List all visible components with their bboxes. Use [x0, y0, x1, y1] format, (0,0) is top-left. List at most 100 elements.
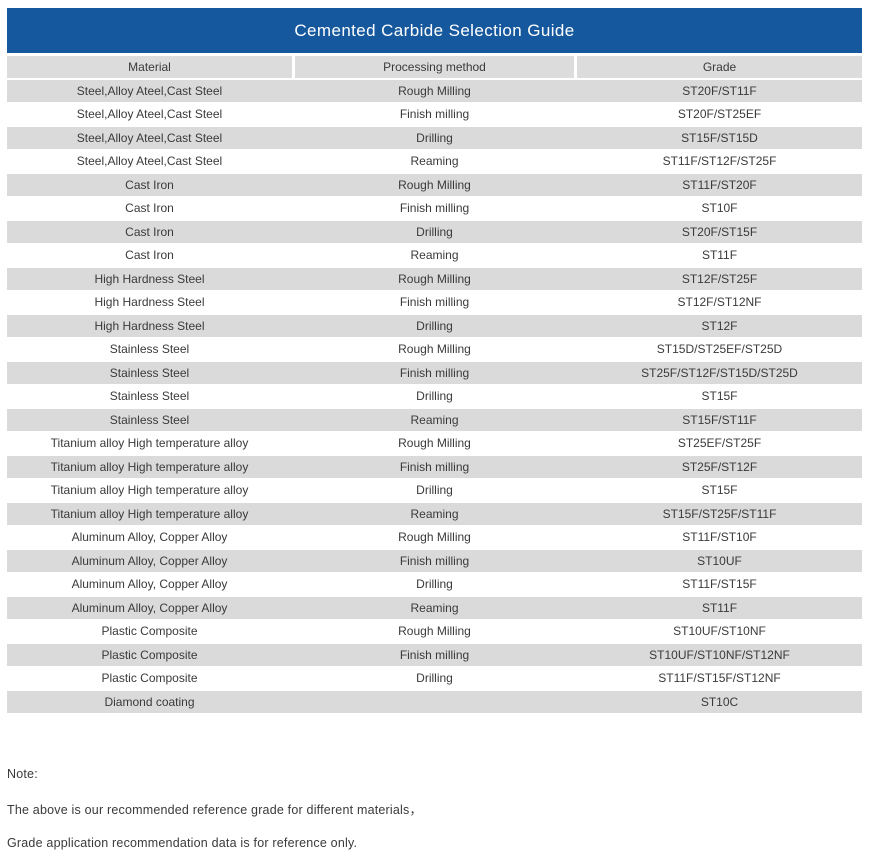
grade-cell: ST12F	[577, 315, 862, 337]
method-cell: Finish milling	[292, 103, 577, 125]
table-row: Titanium alloy High temperature alloy Fi…	[7, 456, 862, 478]
material-cell: Steel,Alloy Ateel,Cast Steel	[7, 150, 292, 172]
material-cell: Cast Iron	[7, 244, 292, 266]
table-row: Steel,Alloy Ateel,Cast Steel Drilling ST…	[7, 127, 862, 149]
material-cell: Plastic Composite	[7, 644, 292, 666]
grade-cell: ST11F/ST12F/ST25F	[577, 150, 862, 172]
column-header-grade: Grade	[577, 56, 862, 78]
material-cell: Stainless Steel	[7, 338, 292, 360]
grade-cell: ST11F/ST10F	[577, 526, 862, 548]
table-row: High Hardness Steel Drilling ST12F	[7, 315, 862, 337]
table-row: Steel,Alloy Ateel,Cast Steel Rough Milli…	[7, 80, 862, 102]
table-row: High Hardness Steel Finish milling ST12F…	[7, 291, 862, 313]
grade-cell: ST20F/ST25EF	[577, 103, 862, 125]
grade-cell: ST25F/ST12F	[577, 456, 862, 478]
table-row: Aluminum Alloy, Copper Alloy Drilling ST…	[7, 573, 862, 595]
method-cell: Rough Milling	[292, 268, 577, 290]
method-cell: Drilling	[292, 127, 577, 149]
material-cell: Diamond coating	[7, 691, 292, 713]
table-row: Cast Iron Rough Milling ST11F/ST20F	[7, 174, 862, 196]
selection-guide-table: Material Processing method Grade Steel,A…	[7, 54, 862, 715]
method-cell: Reaming	[292, 150, 577, 172]
material-cell: Aluminum Alloy, Copper Alloy	[7, 550, 292, 572]
grade-cell: ST20F/ST15F	[577, 221, 862, 243]
grade-cell: ST20F/ST11F	[577, 80, 862, 102]
page-title: Cemented Carbide Selection Guide	[294, 20, 575, 40]
grade-cell: ST11F/ST15F	[577, 573, 862, 595]
material-cell: Steel,Alloy Ateel,Cast Steel	[7, 80, 292, 102]
material-cell: Plastic Composite	[7, 667, 292, 689]
grade-cell: ST15F	[577, 385, 862, 407]
method-cell: Reaming	[292, 409, 577, 431]
table-row: Aluminum Alloy, Copper Alloy Rough Milli…	[7, 526, 862, 548]
table-row: Aluminum Alloy, Copper Alloy Finish mill…	[7, 550, 862, 572]
material-cell: Steel,Alloy Ateel,Cast Steel	[7, 127, 292, 149]
method-cell: Rough Milling	[292, 526, 577, 548]
method-cell	[292, 691, 577, 713]
method-cell: Drilling	[292, 315, 577, 337]
method-cell: Rough Milling	[292, 432, 577, 454]
table-row: Plastic Composite Finish milling ST10UF/…	[7, 644, 862, 666]
material-cell: Titanium alloy High temperature alloy	[7, 479, 292, 501]
material-cell: Cast Iron	[7, 221, 292, 243]
method-cell: Reaming	[292, 503, 577, 525]
title-bar: Cemented Carbide Selection Guide	[7, 8, 862, 53]
grade-cell: ST12F/ST12NF	[577, 291, 862, 313]
table-row: Titanium alloy High temperature alloy Re…	[7, 503, 862, 525]
table-row: Cast Iron Reaming ST11F	[7, 244, 862, 266]
note-label: Note:	[7, 766, 38, 781]
material-cell: Titanium alloy High temperature alloy	[7, 432, 292, 454]
method-cell: Reaming	[292, 597, 577, 619]
material-cell: Steel,Alloy Ateel,Cast Steel	[7, 103, 292, 125]
column-header-processing-method: Processing method	[292, 56, 577, 78]
grade-cell: ST10UF	[577, 550, 862, 572]
grade-cell: ST10UF/ST10NF	[577, 620, 862, 642]
table-row: Plastic Composite Drilling ST11F/ST15F/S…	[7, 667, 862, 689]
grade-cell: ST15F/ST15D	[577, 127, 862, 149]
material-cell: High Hardness Steel	[7, 268, 292, 290]
table-row: Titanium alloy High temperature alloy Ro…	[7, 432, 862, 454]
method-cell: Finish milling	[292, 550, 577, 572]
table-row: Aluminum Alloy, Copper Alloy Reaming ST1…	[7, 597, 862, 619]
material-cell: Titanium alloy High temperature alloy	[7, 456, 292, 478]
material-cell: Plastic Composite	[7, 620, 292, 642]
grade-cell: ST15F	[577, 479, 862, 501]
grade-cell: ST11F/ST15F/ST12NF	[577, 667, 862, 689]
method-cell: Finish milling	[292, 456, 577, 478]
material-cell: Titanium alloy High temperature alloy	[7, 503, 292, 525]
grade-cell: ST10F	[577, 197, 862, 219]
table-row: Plastic Composite Rough Milling ST10UF/S…	[7, 620, 862, 642]
grade-cell: ST15F/ST11F	[577, 409, 862, 431]
material-cell: Stainless Steel	[7, 385, 292, 407]
grade-cell: ST15D/ST25EF/ST25D	[577, 338, 862, 360]
grade-cell: ST11F/ST20F	[577, 174, 862, 196]
grade-cell: ST25EF/ST25F	[577, 432, 862, 454]
method-cell: Drilling	[292, 479, 577, 501]
table-row: Stainless Steel Drilling ST15F	[7, 385, 862, 407]
table-row: Steel,Alloy Ateel,Cast Steel Finish mill…	[7, 103, 862, 125]
note-line: The above is our recommended reference g…	[7, 802, 423, 817]
material-cell: Cast Iron	[7, 174, 292, 196]
table-row: Cast Iron Finish milling ST10F	[7, 197, 862, 219]
material-cell: Stainless Steel	[7, 362, 292, 384]
table-row: Titanium alloy High temperature alloy Dr…	[7, 479, 862, 501]
table-row: Cast Iron Drilling ST20F/ST15F	[7, 221, 862, 243]
table-row: High Hardness Steel Rough Milling ST12F/…	[7, 268, 862, 290]
method-cell: Finish milling	[292, 197, 577, 219]
table-header: Material Processing method Grade	[7, 56, 862, 78]
notes-section: Note: The above is our recommended refer…	[7, 767, 862, 850]
material-cell: Cast Iron	[7, 197, 292, 219]
material-cell: High Hardness Steel	[7, 291, 292, 313]
table-row: Stainless Steel Rough Milling ST15D/ST25…	[7, 338, 862, 360]
grade-cell: ST10UF/ST10NF/ST12NF	[577, 644, 862, 666]
method-cell: Finish milling	[292, 362, 577, 384]
grade-cell: ST15F/ST25F/ST11F	[577, 503, 862, 525]
method-cell: Rough Milling	[292, 174, 577, 196]
method-cell: Drilling	[292, 221, 577, 243]
table-row: Steel,Alloy Ateel,Cast Steel Reaming ST1…	[7, 150, 862, 172]
column-header-material: Material	[7, 56, 292, 78]
method-cell: Rough Milling	[292, 338, 577, 360]
note-line: Grade application recommendation data is…	[7, 835, 358, 850]
table-row: Stainless Steel Finish milling ST25F/ST1…	[7, 362, 862, 384]
